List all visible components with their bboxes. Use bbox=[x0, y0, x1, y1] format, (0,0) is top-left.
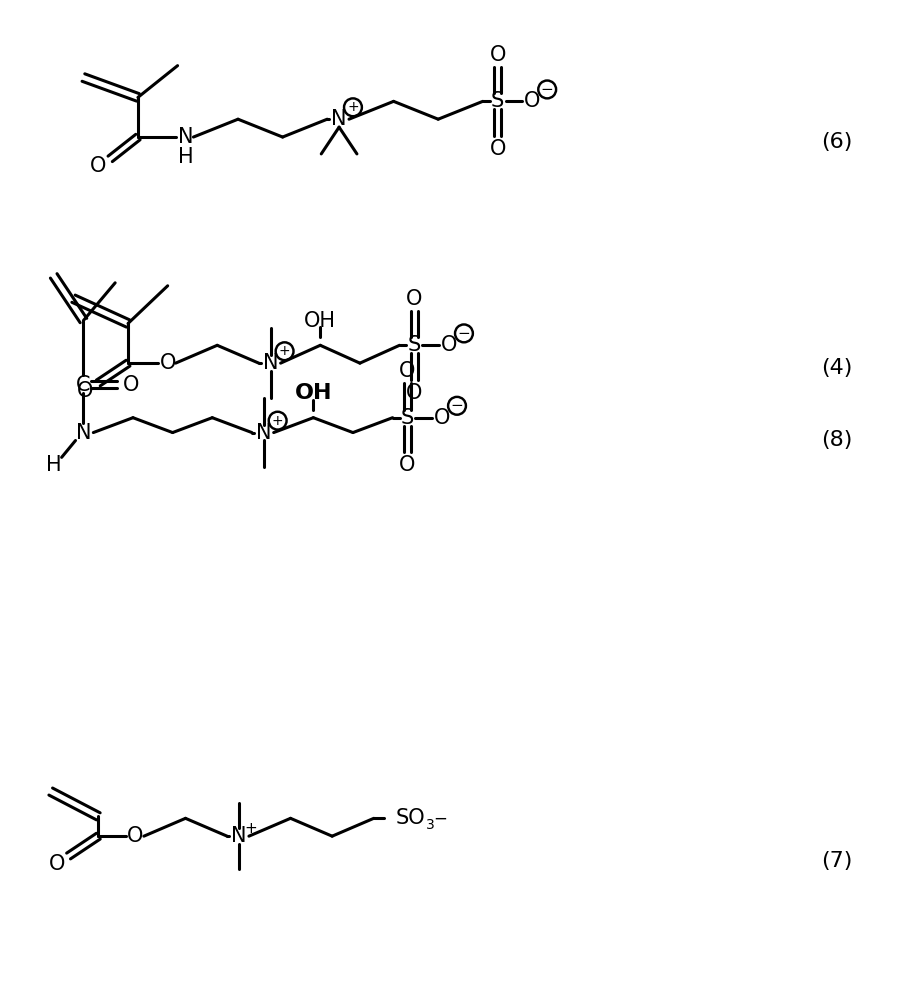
Text: O: O bbox=[489, 139, 506, 159]
Text: (6): (6) bbox=[821, 132, 852, 152]
Text: +: + bbox=[272, 414, 283, 428]
Text: (8): (8) bbox=[821, 430, 852, 450]
Text: (7): (7) bbox=[821, 851, 852, 871]
Text: O: O bbox=[406, 289, 422, 309]
Text: O: O bbox=[126, 826, 143, 846]
Text: S: S bbox=[408, 336, 421, 356]
Text: O: O bbox=[406, 383, 422, 403]
Text: N: N bbox=[263, 354, 278, 374]
Text: −: − bbox=[540, 82, 553, 97]
Text: N: N bbox=[332, 109, 347, 129]
Text: +: + bbox=[347, 100, 359, 114]
Text: −: − bbox=[451, 399, 463, 414]
Text: OH: OH bbox=[304, 311, 336, 331]
Text: O: O bbox=[489, 45, 506, 65]
Text: N: N bbox=[231, 826, 246, 846]
Text: O: O bbox=[441, 336, 457, 356]
Text: S: S bbox=[491, 91, 505, 111]
Text: H: H bbox=[46, 456, 61, 476]
Text: O: O bbox=[49, 854, 65, 874]
Text: SO: SO bbox=[396, 808, 425, 828]
Text: +: + bbox=[245, 821, 257, 836]
Text: N: N bbox=[178, 127, 193, 147]
Text: O: O bbox=[123, 375, 139, 395]
Text: O: O bbox=[77, 381, 93, 401]
Text: S: S bbox=[401, 408, 414, 428]
Text: +: + bbox=[278, 345, 290, 359]
Text: O: O bbox=[399, 456, 416, 476]
Text: 3: 3 bbox=[426, 818, 434, 832]
Text: O: O bbox=[399, 361, 416, 381]
Text: N: N bbox=[76, 423, 92, 443]
Text: C: C bbox=[76, 375, 91, 395]
Text: H: H bbox=[178, 147, 193, 167]
Text: N: N bbox=[256, 423, 271, 443]
Text: O: O bbox=[434, 408, 451, 428]
Text: O: O bbox=[159, 354, 176, 374]
Text: (4): (4) bbox=[821, 358, 852, 378]
Text: OH: OH bbox=[295, 383, 333, 403]
Text: −: − bbox=[433, 809, 447, 827]
Text: O: O bbox=[524, 91, 540, 111]
Text: O: O bbox=[90, 156, 106, 176]
Text: −: − bbox=[458, 326, 470, 341]
